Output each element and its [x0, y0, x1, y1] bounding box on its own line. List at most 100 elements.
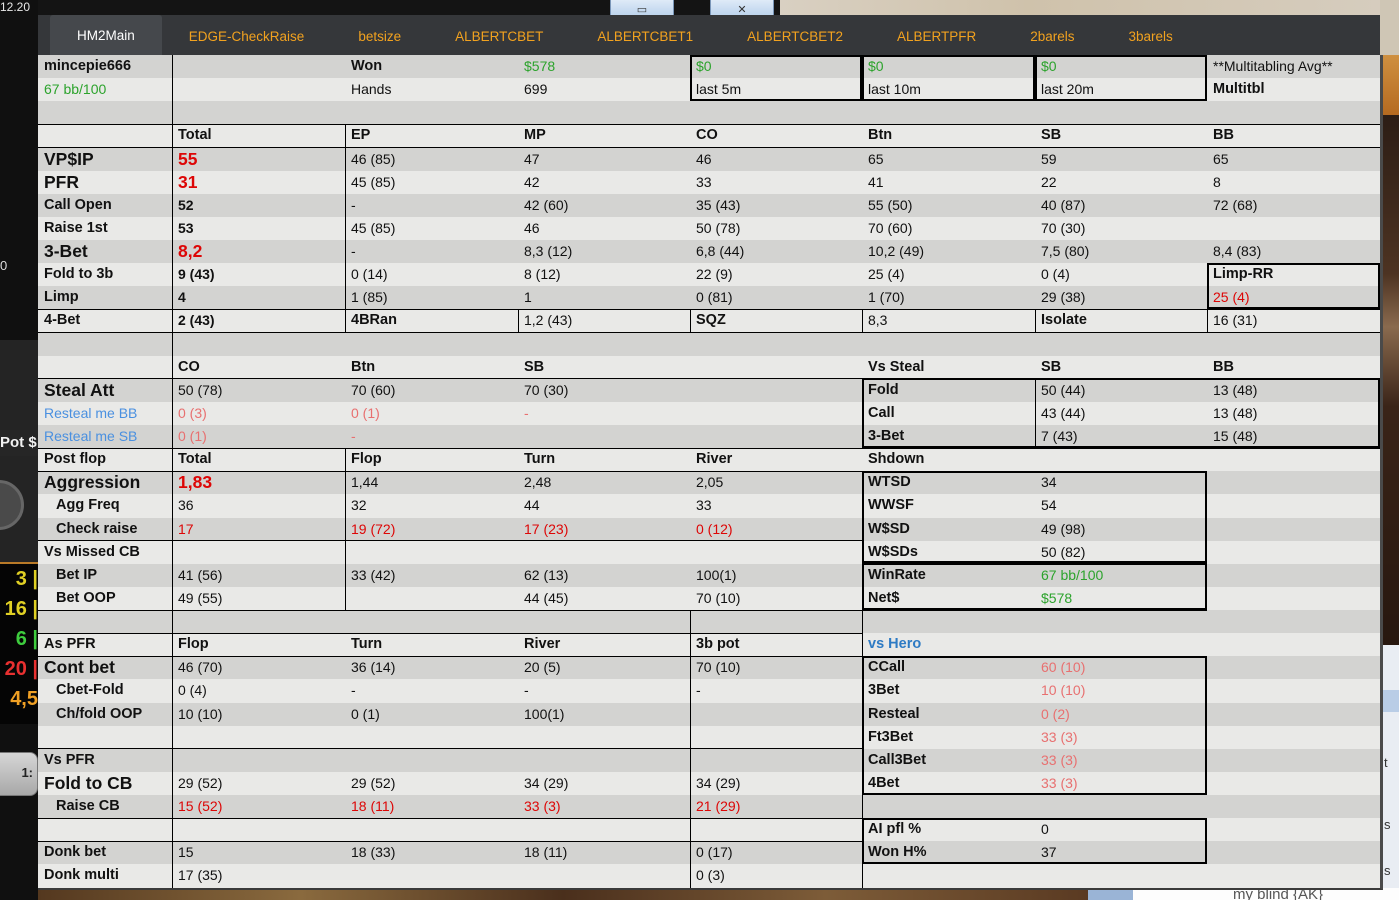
empty-cell [345, 541, 518, 564]
stat-cell: 60 (10) [1041, 659, 1086, 676]
stat-cell: Flop [351, 451, 382, 468]
empty-cell [518, 818, 690, 841]
row-steal-headers: CO Btn SB Vs Steal SB BB [38, 355, 1380, 379]
stat-cell: 34 (29) [696, 774, 741, 791]
stat-cell: 50 (44) [1041, 381, 1086, 398]
empty-cell [345, 101, 518, 124]
stat-cell: 31 [178, 171, 198, 192]
stat-cell: 21 (29) [696, 798, 741, 814]
stat-cell: Ft3Bet [868, 728, 914, 745]
stat-cell: 15 (52) [178, 798, 223, 814]
row-agg-freq: Agg Freq 36 32 44 33 WWSF 54 [38, 494, 1380, 518]
tab-albertcbet1[interactable]: ALBERTCBET1 [597, 29, 694, 44]
empty-cell [1035, 795, 1207, 818]
stat-cell: BB [1213, 127, 1234, 144]
stat-cell: 13 (48) [1213, 404, 1258, 421]
stat-cell: 8,3 [868, 312, 888, 329]
tab-hm2main[interactable]: HM2Main [50, 15, 162, 55]
tab-betsize[interactable]: betsize [358, 29, 402, 44]
stat-cell: - [351, 196, 356, 213]
stat-cell: 10 (10) [178, 705, 223, 722]
tab-albertcbet2[interactable]: ALBERTCBET2 [747, 29, 843, 44]
stat-cell: 2,48 [524, 474, 552, 491]
empty-cell [518, 749, 690, 772]
border-line [690, 610, 691, 888]
stat-cell: 44 (45) [524, 589, 569, 606]
empty-cell [1207, 217, 1380, 240]
photo-orange [1380, 55, 1399, 115]
row-resteal-me-bb: Resteal me BB 0 (3) 0 (1) - Call 43 (44) 13 (4… [38, 401, 1380, 425]
empty-cell [518, 610, 690, 633]
stat-cell: Call3Bet [868, 751, 927, 768]
empty-cell [1207, 749, 1380, 772]
stat-cell: Hands [351, 81, 392, 98]
border-line [38, 124, 1380, 125]
empty-cell [1207, 541, 1380, 564]
stat-cell: Vs Missed CB [44, 543, 140, 560]
border-line [38, 656, 862, 657]
table-photo-bottom [38, 888, 1088, 900]
empty-cell [518, 726, 690, 749]
stat-cell: 4Bet [868, 774, 900, 791]
background-bottom-strip: my blind {AK} [38, 886, 1399, 900]
stack-value: 16 | [4, 598, 38, 620]
border-line [38, 540, 862, 541]
border-box [862, 656, 1207, 795]
stat-cell: last 5m [696, 81, 742, 98]
seat-button[interactable]: 1: [0, 752, 38, 796]
tab-3barels[interactable]: 3barels [1128, 29, 1173, 44]
tab-albertcbet[interactable]: ALBERTCBET [455, 29, 544, 44]
stat-cell: 0 (3) [696, 867, 725, 884]
stat-cell: 22 (9) [696, 266, 733, 283]
stat-cell: Limp-RR [1213, 266, 1274, 283]
stat-cell: Post flop [44, 451, 107, 468]
tab-2barels[interactable]: 2barels [1030, 29, 1075, 44]
empty-cell [690, 541, 862, 564]
tab-edge-checkraise[interactable]: EDGE-CheckRaise [188, 29, 305, 44]
clipped-text: s [1384, 863, 1391, 878]
row-vs-pfr: Vs PFR Call3Bet 33 (3) [38, 748, 1380, 772]
close-icon: ✕ [737, 4, 747, 16]
stat-cell: 70 (60) [351, 381, 396, 398]
row-vpip: VP$IP 55 46 (85) 47 46 65 59 65 [38, 147, 1380, 171]
border-line [345, 124, 346, 332]
stat-cell: 0 (12) [696, 520, 733, 537]
stat-cell: 1,2 (43) [524, 312, 573, 329]
stat-cell: 4BRan [351, 312, 397, 329]
stack-value: 6 | [15, 628, 38, 650]
border-line [862, 309, 863, 332]
stat-cell: 49 (55) [178, 589, 223, 606]
stat-cell: River [524, 636, 561, 653]
border-line [38, 818, 862, 819]
row-4bet: 4-Bet 2 (43) 4BRan 1,2 (43) SQZ 8,3 Isolate 16 … [38, 309, 1380, 333]
empty-cell [38, 818, 172, 841]
stat-cell: Won [351, 58, 383, 74]
empty-cell [38, 356, 172, 379]
stat-cell: 6,8 (44) [696, 243, 745, 259]
row-3bet: 3-Bet 8,2 - 8,3 (12) 6,8 (44) 10,2 (49) 7,5 (8… [38, 240, 1380, 264]
empty-cell [1035, 864, 1207, 887]
stat-cell: 19 (72) [351, 520, 396, 537]
stat-cell: 100(1) [524, 705, 565, 722]
border-line [38, 147, 1380, 148]
stat-cell: Donk multi [44, 867, 119, 884]
empty-cell [345, 610, 518, 633]
empty-cell [345, 587, 518, 610]
tab-albertpfr[interactable]: ALBERTPFR [896, 29, 977, 44]
stat-cell: Isolate [1041, 312, 1087, 329]
empty-cell [345, 749, 518, 772]
empty-cell [518, 101, 690, 124]
row-check-raise: Check raise 17 19 (72) 17 (23) 0 (12) W$SD 49 … [38, 517, 1380, 541]
winrate-bb100: 67 bb/100 [44, 81, 107, 98]
stat-cell: 0 (2) [1041, 705, 1070, 722]
empty-cell [1207, 703, 1380, 726]
empty-cell [518, 541, 690, 564]
border-line [38, 471, 862, 472]
empty-cell [518, 333, 690, 356]
stat-cell: 17 (23) [524, 520, 569, 537]
stack-values: 3 | 16 | 6 | 20 | 4,5 [0, 562, 38, 724]
stat-cell: 55 (50) [868, 196, 913, 213]
stat-cell: 22 [1041, 173, 1057, 190]
empty-cell [38, 610, 172, 633]
row-fold-to-3b: Fold to 3b 9 (43) 0 (14) 8 (12) 22 (9) 25 (4)… [38, 263, 1380, 287]
